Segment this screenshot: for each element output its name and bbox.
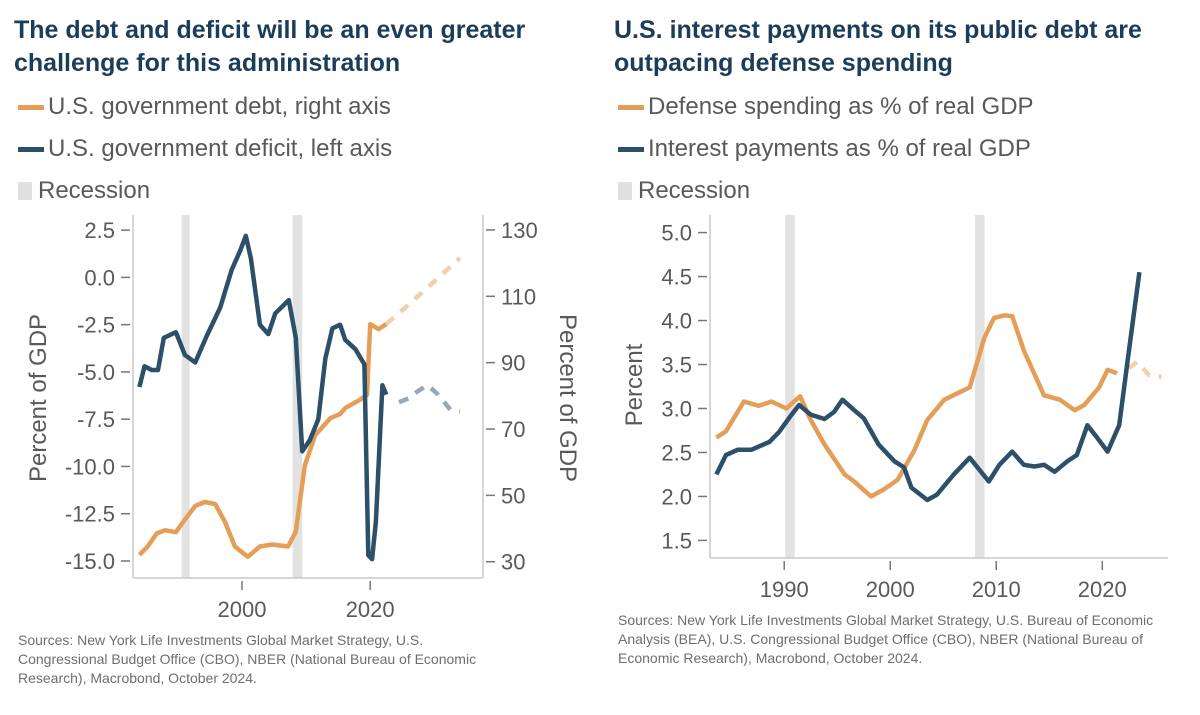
left-chart-panel: The debt and deficit will be an even gre… — [14, 16, 581, 686]
series-line-u-s-government-deficit-left-axis — [137, 233, 389, 562]
y-tick-label-right: 110 — [501, 284, 536, 309]
right-y-axis-label: Percent — [621, 343, 648, 426]
left-chart-title: The debt and deficit will be an even gre… — [14, 16, 526, 77]
legend-label-recession-right: Recession — [638, 177, 751, 204]
legend-item-deficit: U.S. government deficit, left axis — [18, 128, 392, 170]
legend-label-interest: Interest payments as % of real GDP — [648, 135, 1031, 162]
recession-band — [975, 215, 985, 558]
legend-swatch-deficit — [18, 146, 44, 152]
x-tick-label: 2000 — [217, 597, 266, 622]
legend-item-defense: Defense spending as % of real GDP — [618, 86, 1034, 128]
legend-swatch-debt — [18, 104, 44, 110]
left-legend: U.S. government debt, right axis U.S. go… — [18, 86, 392, 212]
series-line-u-s-government-deficit-forecast — [398, 382, 461, 414]
right-chart-panel: U.S. interest payments on its public deb… — [600, 0, 1200, 715]
y-tick-label: 2.0 — [661, 484, 692, 509]
legend-item-debt: U.S. government debt, right axis — [18, 86, 392, 128]
y-tick-label-right: 90 — [501, 351, 525, 376]
y-tick-label: 0.0 — [84, 265, 115, 290]
recession-band — [181, 215, 190, 578]
x-tick-label: 2010 — [972, 577, 1021, 602]
right-axes: 5.0 4.5 4.0 3.5 3.0 2.5 2.0 1.5 1990 2000 2010 2020 — [661, 215, 1168, 602]
y-tick-label: -7.5 — [77, 407, 115, 432]
y-tick-label: -5.0 — [77, 360, 115, 385]
legend-swatch-defense — [618, 104, 644, 110]
legend-label-defense: Defense spending as % of real GDP — [648, 93, 1034, 120]
right-legend: Defense spending as % of real GDP Intere… — [618, 86, 1034, 212]
series-line-interest-payments-as-of-real-gdp — [714, 271, 1142, 503]
series-line-defense-spending-as-of-real-gdp — [715, 313, 1118, 499]
x-tick-label: 2020 — [346, 597, 395, 622]
y-tick-label: 4.5 — [661, 265, 692, 290]
recession-band — [785, 215, 795, 558]
series-line-u-s-government-debt-forecast — [384, 256, 462, 326]
x-tick-label: 1990 — [760, 577, 809, 602]
left-y-axis-label: Percent of GDP — [25, 314, 52, 482]
y-tick-label-right: 30 — [501, 550, 525, 575]
y-tick-label: -12.5 — [65, 502, 115, 527]
left-series — [137, 233, 462, 562]
right-sources-note: Sources: New York Life Investments Globa… — [618, 612, 1154, 666]
legend-swatch-interest — [618, 146, 644, 152]
y-tick-label: -15.0 — [65, 549, 115, 574]
y-tick-label: 1.5 — [661, 528, 692, 553]
legend-label-recession: Recession — [38, 177, 151, 204]
y-tick-label: 5.0 — [661, 221, 692, 246]
y-tick-label: 3.5 — [661, 353, 692, 378]
series-line-defense-spending-forecast — [1127, 359, 1162, 380]
y-tick-label-right: 70 — [501, 417, 525, 442]
y-tick-label-right: 130 — [501, 218, 538, 243]
y-tick-label: -2.5 — [77, 313, 115, 338]
right-recession-bands — [785, 215, 985, 558]
right-series — [714, 271, 1162, 503]
left-axes: 2.5 0.0 -2.5 -5.0 -7.5 -10.0 -12.5 -15.0 130 110 9… — [65, 215, 538, 622]
legend-item-recession: Recession — [18, 170, 392, 212]
y-tick-label: 3.0 — [661, 396, 692, 421]
legend-swatch-recession — [18, 182, 32, 200]
y-tick-label: 4.0 — [661, 309, 692, 334]
y-tick-label: 2.5 — [84, 218, 115, 243]
left-recession-bands — [181, 215, 303, 578]
series-line-u-s-government-debt-right-axis — [137, 321, 388, 560]
y-tick-label: -10.0 — [65, 454, 115, 479]
left-y-axis-label-right: Percent of GDP — [554, 314, 581, 482]
legend-swatch-recession-right — [618, 182, 632, 200]
x-tick-label: 2020 — [1078, 577, 1127, 602]
right-chart-title: U.S. interest payments on its public deb… — [614, 16, 1142, 77]
legend-label-deficit: U.S. government deficit, left axis — [48, 135, 393, 162]
y-tick-label-right: 50 — [501, 483, 525, 508]
legend-item-recession-right: Recession — [618, 170, 1034, 212]
x-tick-label: 2000 — [866, 577, 915, 602]
legend-label-debt: U.S. government debt, right axis — [48, 93, 391, 120]
recession-band — [292, 215, 303, 578]
y-tick-label: 2.5 — [661, 440, 692, 465]
left-sources-note: Sources: New York Life Investments Globa… — [18, 632, 477, 686]
legend-item-interest: Interest payments as % of real GDP — [618, 128, 1034, 170]
